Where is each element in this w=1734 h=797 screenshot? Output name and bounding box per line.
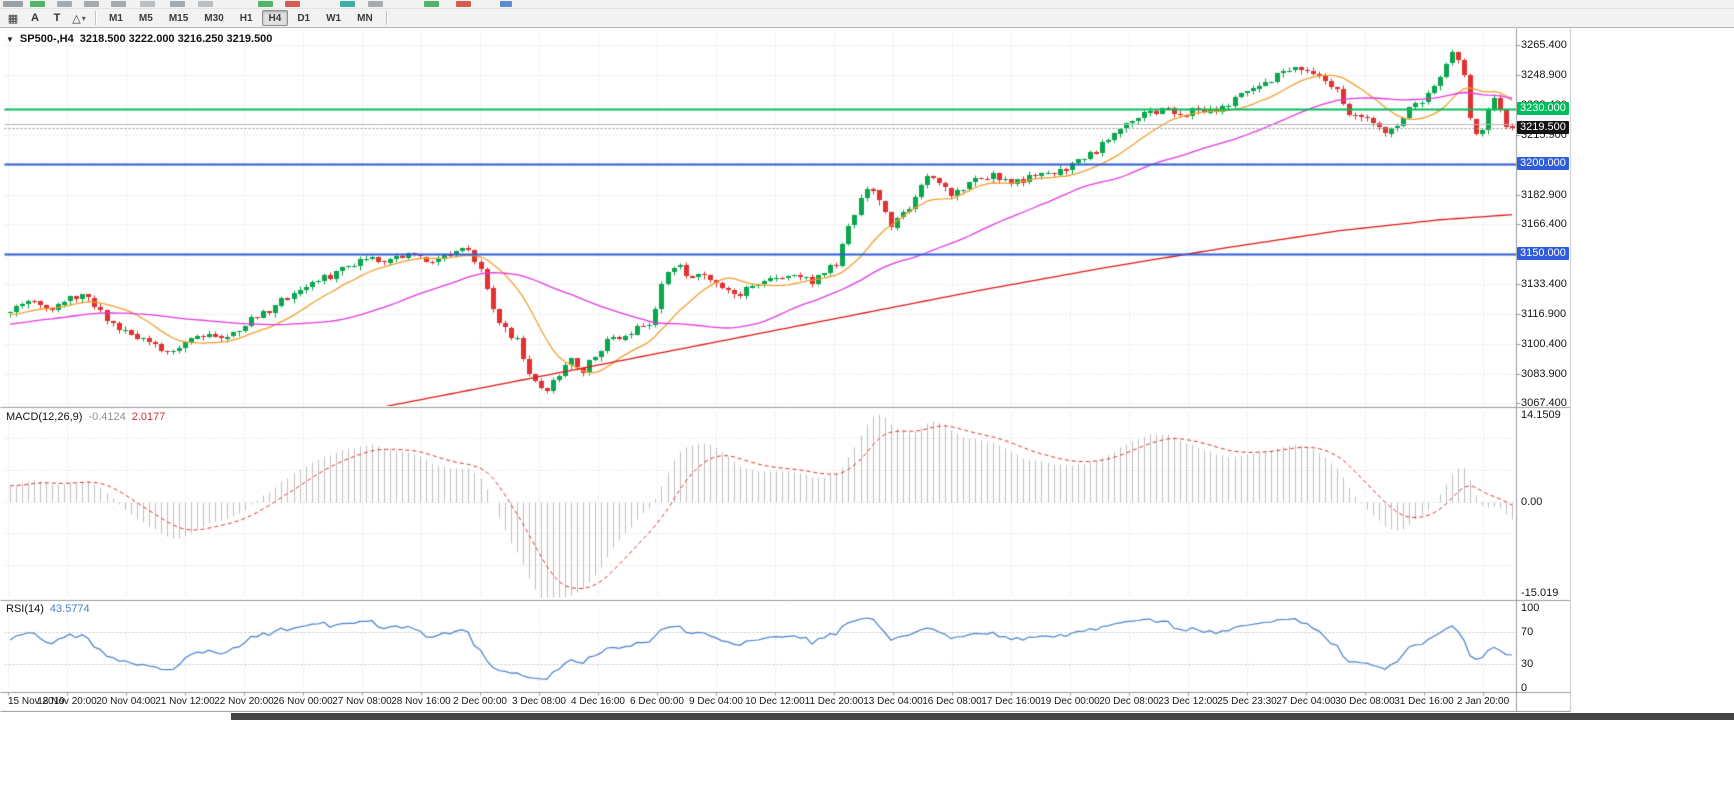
timeframes-group: M1 M5 M15 M30 H1 H4 D1 W1 MN xyxy=(101,10,381,26)
clipped-toolbar-icon xyxy=(285,1,300,7)
timeframe-w1-button[interactable]: W1 xyxy=(326,12,342,24)
clipped-toolbar-icon xyxy=(198,1,213,7)
clipped-toolbar-icon xyxy=(170,1,185,7)
clipped-toolbar-icon xyxy=(368,1,383,7)
clipped-toolbar-icon xyxy=(340,1,355,7)
macd-main-value: -0.4124 xyxy=(88,411,126,423)
timeframe-m5-button[interactable]: M5 xyxy=(138,12,153,24)
rsi-indicator-label: RSI(14) 43.5774 xyxy=(6,603,90,615)
timeframe-h4-button[interactable]: H4 xyxy=(261,10,289,26)
chart-canvas[interactable] xyxy=(0,28,1572,712)
macd-name: MACD(12,26,9) xyxy=(6,411,83,423)
timeframe-m30-button[interactable]: M30 xyxy=(204,12,224,24)
clipped-toolbar-icon xyxy=(111,1,126,7)
chart-symbol-period: SP500-,H4 xyxy=(19,33,74,45)
toolbar: ▦ A T △ ▾ M1 M5 M15 M30 H1 H4 D1 W1 MN xyxy=(0,9,1734,28)
grid-tool-button[interactable]: ▦ xyxy=(2,10,24,27)
chart-title: ▼ SP500-,H4 3218.500 3222.000 3216.250 3… xyxy=(6,33,272,45)
clipped-toolbar-icon xyxy=(500,1,512,7)
clipped-toolbar-icon xyxy=(258,1,273,7)
text-tool-button-icon: T xyxy=(53,12,61,24)
clipped-toolbar-icon xyxy=(57,1,72,7)
text-tool-button[interactable]: T xyxy=(46,10,68,27)
dropdown-caret-icon: ▾ xyxy=(81,13,86,23)
price-level-badge[interactable]: 3230.000 xyxy=(1517,102,1569,116)
toolbar-separator xyxy=(95,11,96,25)
window-bottom-edge xyxy=(231,713,1734,720)
timeframe-d1-button[interactable]: D1 xyxy=(297,12,311,24)
grid-tool-button-icon: ▦ xyxy=(7,12,19,25)
price-level-badge[interactable]: 3200.000 xyxy=(1517,156,1569,170)
toolbar-top-clipped-row xyxy=(0,0,1734,9)
timeframe-h1-button[interactable]: H1 xyxy=(239,12,253,24)
annotation-a-button[interactable]: A xyxy=(24,10,46,27)
chart-window: ▼ SP500-,H4 3218.500 3222.000 3216.250 3… xyxy=(0,28,1734,712)
chart-menu-arrow-icon[interactable]: ▼ xyxy=(6,34,14,44)
toolbar-separator xyxy=(385,11,387,25)
clipped-toolbar-icon xyxy=(84,1,99,7)
macd-signal-value: 2.0177 xyxy=(131,411,166,423)
timeframe-m15-button[interactable]: M15 xyxy=(168,12,189,24)
line-tools-group: ▦ A T △ ▾ xyxy=(2,10,90,27)
clipped-toolbar-icon xyxy=(3,1,23,7)
shapes-tool-button-icon: △ xyxy=(72,12,81,25)
timeframe-mn-button[interactable]: MN xyxy=(357,12,373,24)
timeframe-m1-button[interactable]: M1 xyxy=(109,12,123,24)
rsi-value: 43.5774 xyxy=(49,603,90,615)
rsi-name: RSI(14) xyxy=(6,603,44,615)
shapes-tool-button[interactable]: △ ▾ xyxy=(68,10,90,27)
clipped-toolbar-icon xyxy=(30,1,45,7)
price-level-badge[interactable]: 3150.000 xyxy=(1517,247,1569,261)
chart-ohlc-values: 3218.500 3222.000 3216.250 3219.500 xyxy=(79,33,273,45)
clipped-toolbar-icon xyxy=(140,1,155,7)
macd-indicator-label: MACD(12,26,9) -0.4124 2.0177 xyxy=(6,411,165,423)
annotation-a-button-icon: A xyxy=(31,12,39,24)
clipped-toolbar-icon xyxy=(424,1,439,7)
clipped-toolbar-icon xyxy=(456,1,471,7)
